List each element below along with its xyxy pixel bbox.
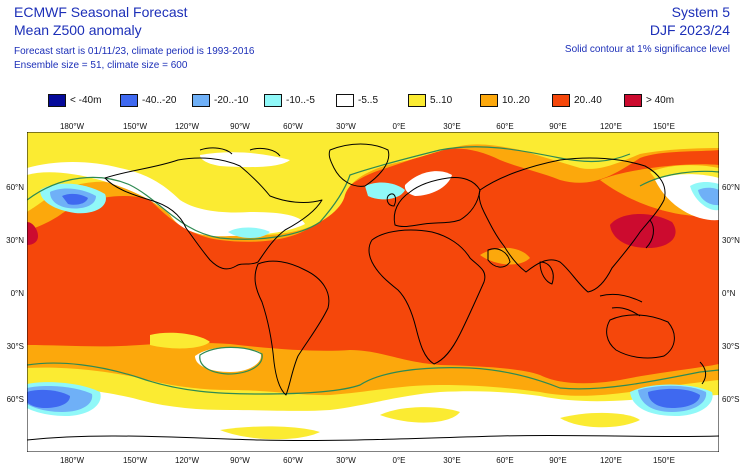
lon-tick-label: 120°E [600,456,622,465]
legend-swatch [480,94,498,107]
lon-tick-label: 150°E [653,122,675,131]
legend-label: > 40m [646,95,675,106]
lon-axis-bottom: 180°W 150°W 120°W 90°W 60°W 30°W 0°E 30°E 60°E 90… [60,456,675,465]
lon-tick-label: 120°E [600,122,622,131]
anomaly-shading-minus-40-minus-20 [27,193,700,408]
lon-tick-label: 60°W [283,122,303,131]
legend-swatch [48,94,66,107]
legend-swatch [264,94,282,107]
lat-tick-label: 0°N [722,289,736,298]
legend-swatch [552,94,570,107]
coastlines [27,143,719,442]
lon-tick-label: 30°W [336,456,356,465]
significance-contours [27,146,719,395]
lon-tick-label: 60°E [496,456,513,465]
lon-tick-label: 150°W [123,456,148,465]
legend-label: 20..40 [574,95,602,106]
lon-tick-label: 180°W [60,122,85,131]
lon-tick-label: 90°W [230,456,250,465]
legend-swatch [336,94,354,107]
legend-label: -40..-20 [142,95,177,106]
lat-tick-label: 60°S [722,395,739,404]
lon-tick-label: 150°E [653,456,675,465]
lat-tick-label: 30°N [722,236,740,245]
legend-label: < -40m [70,95,102,106]
map-title: ECMWF Seasonal Forecast [14,4,188,20]
legend-label: 5..10 [430,95,453,106]
lat-tick-label: 60°N [722,183,740,192]
legend-label: -10..-5 [286,95,315,106]
lat-tick-label: 30°S [722,342,739,351]
lon-tick-label: 120°W [175,456,200,465]
lat-tick-label: 30°S [7,342,24,351]
legend-swatch [408,94,426,107]
forecast-info: Forecast start is 01/11/23, climate peri… [14,46,255,57]
contour-note: Solid contour at 1% significance level [564,44,730,55]
legend-label: -20..-10 [214,95,249,106]
lon-tick-label: 0°E [393,122,406,131]
lon-tick-label: 90°W [230,122,250,131]
lon-tick-label: 60°W [283,456,303,465]
lon-tick-label: 90°E [549,122,566,131]
lat-axis-left: 60°N 30°N 0°N 30°S 60°S [6,183,24,404]
legend-swatch [624,94,642,107]
legend-swatch [192,94,210,107]
anomaly-shading-above-40 [27,214,676,248]
lon-tick-label: 30°E [443,122,460,131]
legend-label: -5..5 [358,95,379,106]
legend-label: 10..20 [502,95,530,106]
lon-tick-label: 120°W [175,122,200,131]
lon-tick-label: 90°E [549,456,566,465]
system-label: System 5 [671,4,730,20]
map-subtitle: Mean Z500 anomaly [14,22,142,38]
legend-swatch [120,94,138,107]
lon-tick-label: 150°W [123,122,148,131]
lat-tick-label: 0°N [11,289,25,298]
lon-tick-label: 30°W [336,122,356,131]
lat-tick-label: 30°N [6,236,24,245]
lon-tick-label: 180°W [60,456,85,465]
ensemble-info: Ensemble size = 51, climate size = 600 [14,60,188,71]
lat-tick-label: 60°N [6,183,24,192]
anomaly-shading-5-10-south [220,407,640,440]
lat-tick-label: 60°S [7,395,24,404]
lon-axis-top: 180°W 150°W 120°W 90°W 60°W 30°W 0°E 30°E 60°E 90… [60,122,675,131]
lon-tick-label: 0°E [393,456,406,465]
period-label: DJF 2023/24 [649,22,730,38]
lat-axis-right: 60°N 30°N 0°N 30°S 60°S [722,183,740,404]
lon-tick-label: 30°E [443,456,460,465]
lon-tick-label: 60°E [496,122,513,131]
